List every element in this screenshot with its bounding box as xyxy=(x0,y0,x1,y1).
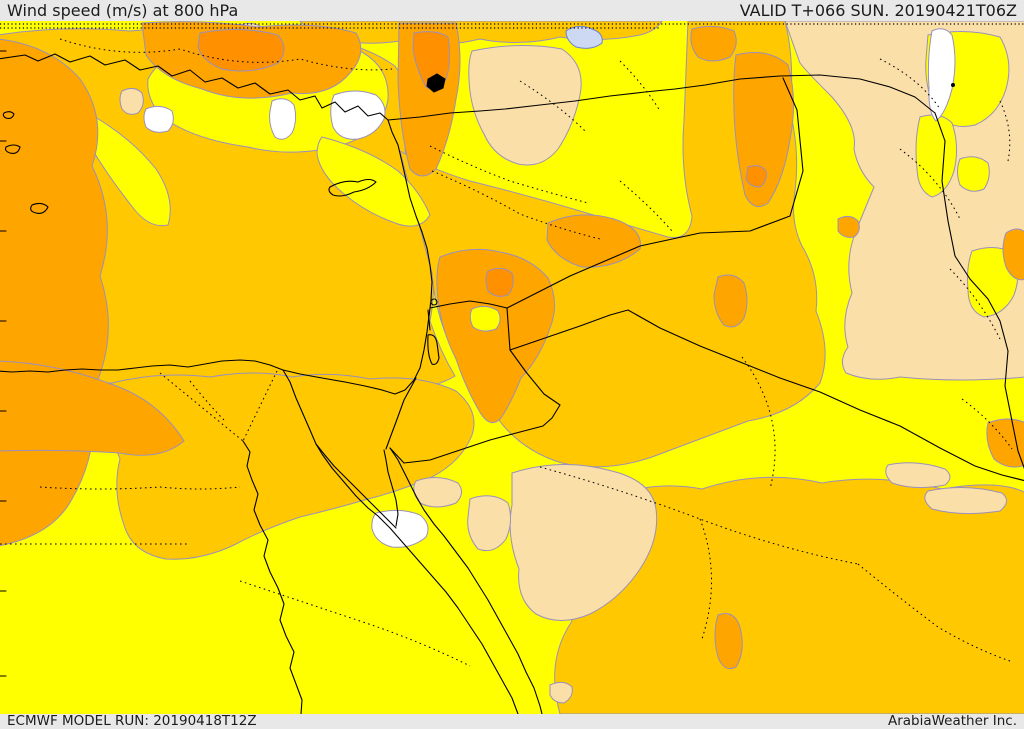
model-run-label: ECMWF MODEL RUN: 20190418T12Z xyxy=(7,713,257,729)
country-borders xyxy=(385,74,1024,482)
wind-contour-regions xyxy=(0,21,1024,714)
mountain-lake-marker xyxy=(426,73,446,93)
egypt-israel-border xyxy=(385,377,417,450)
valid-time-label: VALID T+066 SUN. 20190421T06Z xyxy=(739,1,1017,20)
turkey-south-border xyxy=(387,74,936,121)
header-bar: Wind speed (m/s) at 800 hPa VALID T+066 … xyxy=(0,0,1024,21)
city-dot-marker xyxy=(951,83,955,87)
sea-of-galilee xyxy=(430,298,438,306)
footer-bar: ECMWF MODEL RUN: 20190418T12Z ArabiaWeat… xyxy=(0,714,1024,729)
iraq-saudi-border xyxy=(509,309,1024,482)
aegean-islands xyxy=(2,111,49,214)
dead-sea-outline xyxy=(427,334,440,365)
mediterranean-coastline xyxy=(0,53,433,395)
red-sea-east-coastline xyxy=(389,447,543,714)
jordan-saudi-border xyxy=(389,349,561,464)
nile-river xyxy=(242,440,303,714)
syria-jordan-border xyxy=(427,300,508,331)
sinai-west-coastline xyxy=(315,443,397,529)
jordan-iraq-border xyxy=(506,307,511,351)
map-canvas xyxy=(0,21,1024,714)
map-title: Wind speed (m/s) at 800 hPa xyxy=(7,1,239,20)
cyprus-island xyxy=(328,178,377,197)
wind-speed-map xyxy=(0,21,1024,714)
iraq-syria-border xyxy=(506,77,804,309)
graticule-ticks xyxy=(0,23,1024,677)
gulf-of-aqaba-west-coastline xyxy=(383,449,399,527)
iran-west-border xyxy=(934,112,1024,470)
provider-label: ArabiaWeather Inc. xyxy=(887,713,1017,729)
red-sea-west-coastline xyxy=(282,369,519,714)
admin-borders xyxy=(0,38,1013,667)
reservoir-lake-icon xyxy=(565,25,603,49)
coastlines xyxy=(0,53,543,714)
